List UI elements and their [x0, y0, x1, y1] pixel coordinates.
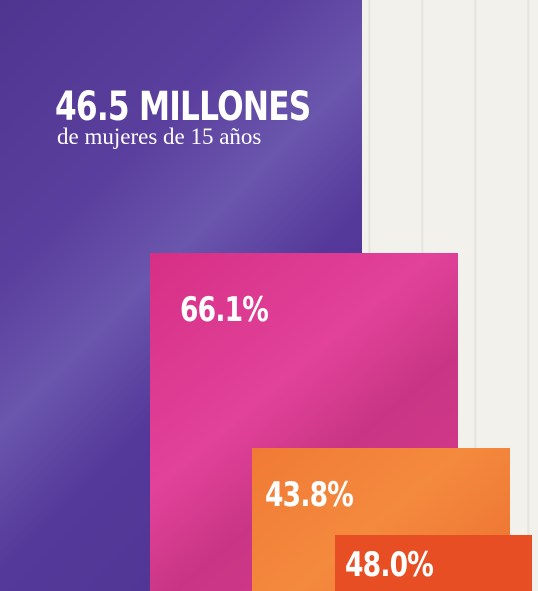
- block-label: 66.1%: [180, 290, 269, 330]
- red-block: [335, 535, 532, 591]
- headline-title: 46.5 MILLONES: [55, 84, 311, 130]
- headline-subtitle: de mujeres de 15 años: [57, 124, 262, 149]
- block-label: 43.8%: [265, 475, 354, 515]
- block-label: 48.0%: [345, 545, 434, 585]
